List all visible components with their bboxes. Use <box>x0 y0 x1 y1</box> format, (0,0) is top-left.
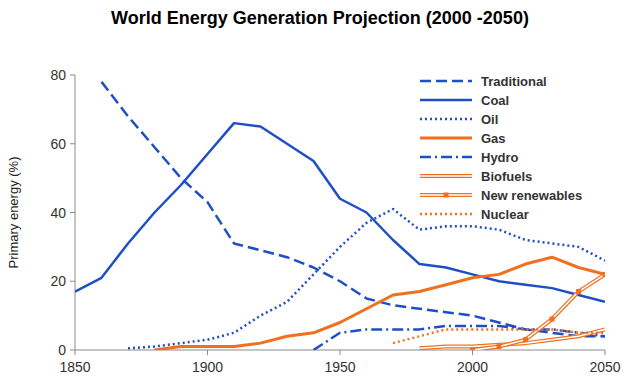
legend-label: Hydro <box>481 150 519 165</box>
series-line-inner <box>473 274 606 350</box>
y-tick-label: 0 <box>58 342 66 358</box>
legend-swatch <box>420 137 472 140</box>
y-tick <box>70 281 75 282</box>
y-tick <box>70 350 75 351</box>
x-tick-label: 1900 <box>192 359 223 375</box>
x-tick-label: 2050 <box>589 359 620 375</box>
legend-label: Oil <box>481 112 498 127</box>
series-marker <box>576 289 581 294</box>
y-axis-label: Primary energy (%) <box>6 157 21 269</box>
x-tick <box>605 350 606 355</box>
legend-swatch <box>420 213 472 216</box>
y-tick-label: 80 <box>50 67 66 83</box>
legend-swatch-inner <box>420 175 472 177</box>
series-marker <box>550 317 555 322</box>
legend-swatch <box>420 174 472 178</box>
legend: Traditional Coal Oil Gas Hydro Biofuels New re… <box>420 74 582 222</box>
x-tick-label: 1850 <box>59 359 90 375</box>
x-tick <box>340 350 341 355</box>
legend-marker <box>444 193 449 198</box>
x-tick-label: 2000 <box>457 359 488 375</box>
series-line <box>314 326 606 350</box>
plot-data <box>75 82 605 350</box>
legend-label: Gas <box>481 131 506 146</box>
x-tick <box>75 350 76 355</box>
legend-swatch <box>420 118 472 121</box>
y-tick <box>70 212 75 213</box>
y-tick-label: 40 <box>50 205 66 221</box>
series-marker <box>603 272 606 277</box>
series-line <box>75 123 605 302</box>
legend-swatch <box>420 156 472 159</box>
series-line <box>102 82 606 336</box>
x-tick <box>207 350 208 355</box>
series-line <box>128 209 605 348</box>
legend-swatch <box>420 99 472 102</box>
series-line <box>155 257 606 350</box>
legend-label: Biofuels <box>481 169 532 184</box>
series-marker <box>523 337 528 342</box>
legend-swatch <box>420 193 472 197</box>
series-marker <box>470 348 475 351</box>
y-tick-label: 60 <box>50 136 66 152</box>
title: World Energy Generation Projection (2000… <box>111 8 529 28</box>
series-marker <box>497 344 502 349</box>
legend-label: Traditional <box>481 74 547 89</box>
y-tick <box>70 75 75 76</box>
x-tick <box>472 350 473 355</box>
chart: World Energy Generation Projection (2000… <box>0 0 640 380</box>
x-tick-label: 1950 <box>324 359 355 375</box>
legend-label: New renewables <box>481 188 582 203</box>
y-tick <box>70 143 75 144</box>
series-line <box>393 329 605 343</box>
legend-label: Nuclear <box>481 207 529 222</box>
legend-label: Coal <box>481 93 509 108</box>
y-tick-label: 20 <box>50 273 66 289</box>
series-line <box>473 274 606 350</box>
legend-swatch <box>420 80 472 83</box>
